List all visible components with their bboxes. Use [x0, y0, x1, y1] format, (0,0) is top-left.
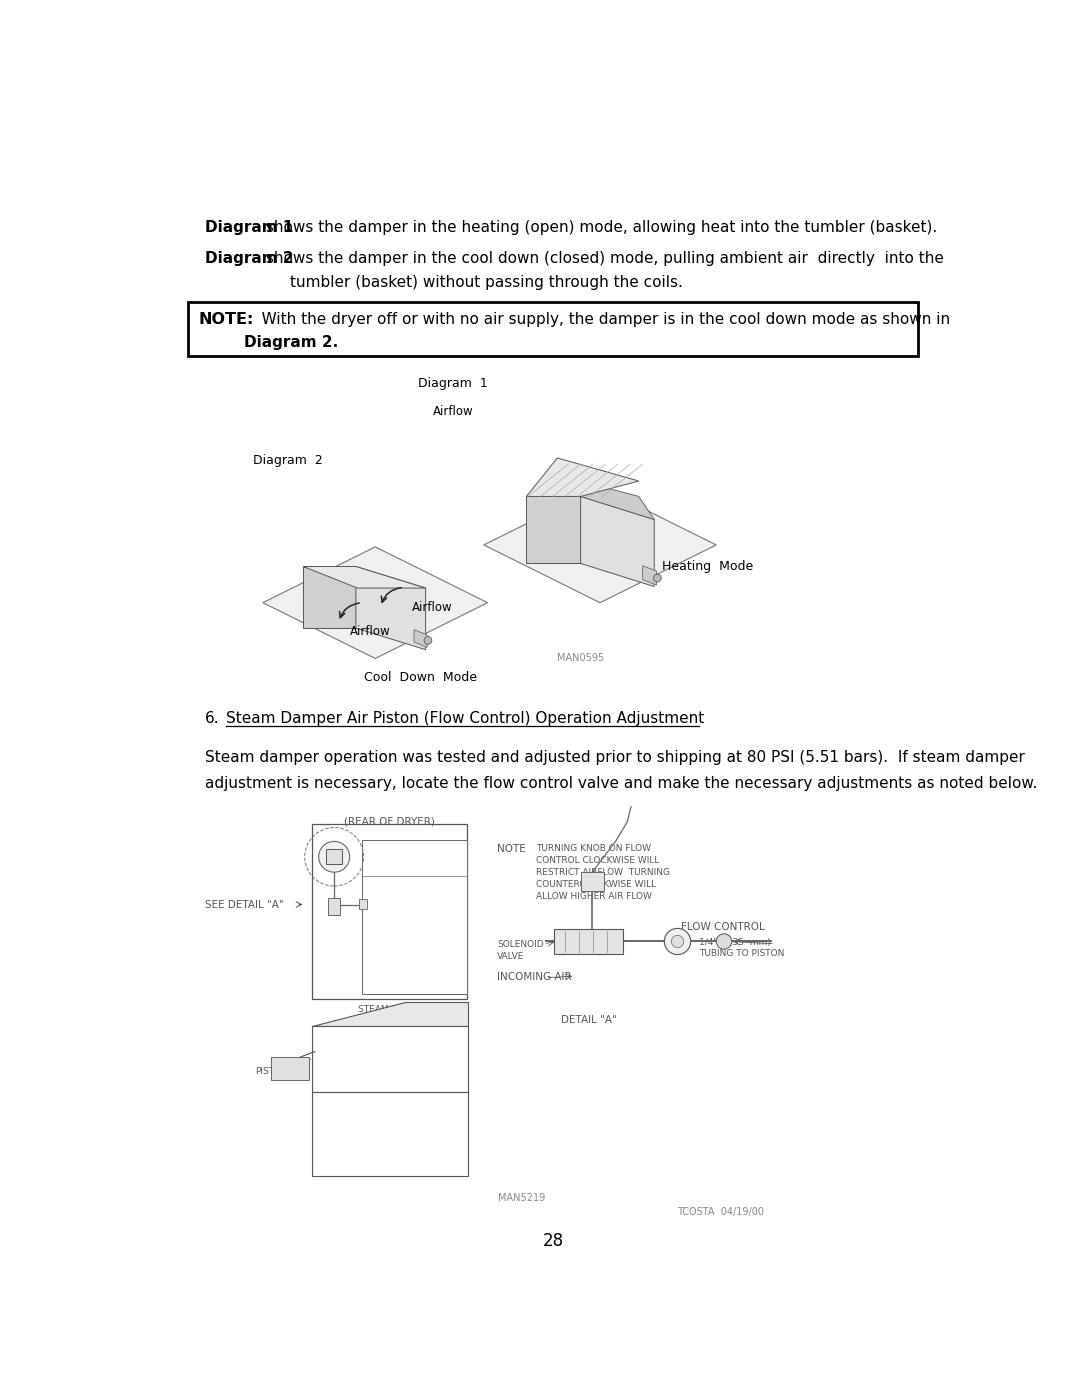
Polygon shape	[414, 630, 428, 647]
Bar	[359, 900, 367, 909]
FancyBboxPatch shape	[188, 302, 918, 355]
Text: Airflow: Airflow	[411, 601, 453, 615]
Bar	[312, 1091, 469, 1176]
Text: NOTE:: NOTE:	[199, 313, 254, 327]
Text: Cool  Down  Mode: Cool Down Mode	[364, 671, 476, 685]
Polygon shape	[581, 481, 654, 520]
Text: Diagram 2.: Diagram 2.	[243, 335, 338, 351]
Text: Diagram  2: Diagram 2	[253, 454, 323, 467]
Polygon shape	[643, 566, 657, 585]
Polygon shape	[484, 488, 716, 602]
Text: shows the damper in the heating (open) mode, allowing heat into the tumbler (bas: shows the damper in the heating (open) m…	[260, 219, 936, 235]
Text: STEAM DAMPER
(COOL DOWN MODE): STEAM DAMPER (COOL DOWN MODE)	[359, 1006, 453, 1027]
Polygon shape	[356, 567, 426, 650]
Circle shape	[424, 637, 432, 644]
Text: Diagram 2: Diagram 2	[205, 251, 294, 265]
Text: Steam damper operation was tested and adjusted prior to shipping at 80 PSI (5.51: Steam damper operation was tested and ad…	[205, 750, 1025, 764]
Text: Diagram 1: Diagram 1	[205, 219, 293, 235]
Bar	[581, 872, 604, 891]
Text: Airflow: Airflow	[433, 405, 474, 418]
Bar	[554, 929, 623, 954]
Text: MAN0595: MAN0595	[557, 652, 605, 662]
Text: Steam Damper Air Piston (Flow Control) Operation Adjustment: Steam Damper Air Piston (Flow Control) O…	[227, 711, 705, 726]
Text: Airflow: Airflow	[350, 624, 390, 638]
Text: adjustment is necessary, locate the flow control valve and make the necessary ad: adjustment is necessary, locate the flow…	[205, 775, 1037, 791]
Text: NOTE: NOTE	[497, 844, 526, 854]
Text: TURNING KNOB ON FLOW
CONTROL CLOCKWISE WILL
RESTRICT AIRFLOW  TURNING
COUNTERCLO: TURNING KNOB ON FLOW CONTROL CLOCKWISE W…	[536, 844, 670, 901]
Bar	[271, 1058, 309, 1080]
Circle shape	[672, 936, 684, 947]
Text: With the dryer off or with no air supply, the damper is in the cool down mode as: With the dryer off or with no air supply…	[246, 313, 949, 327]
Text: DETAIL "A": DETAIL "A"	[562, 1014, 617, 1024]
Polygon shape	[312, 1002, 469, 1027]
Circle shape	[664, 929, 691, 954]
Polygon shape	[262, 546, 488, 658]
Text: Heating  Mode: Heating Mode	[662, 560, 753, 573]
Text: SEE DETAIL "A": SEE DETAIL "A"	[205, 900, 283, 909]
Circle shape	[716, 933, 732, 949]
Text: shows the damper in the cool down (closed) mode, pulling ambient air  directly  : shows the damper in the cool down (close…	[260, 251, 944, 265]
Text: tumbler (basket) without passing through the coils.: tumbler (basket) without passing through…	[291, 275, 683, 291]
Bar	[362, 840, 468, 993]
Text: 1/4" (6.35  mm)
TUBING TO PISTON: 1/4" (6.35 mm) TUBING TO PISTON	[699, 937, 784, 958]
Polygon shape	[303, 567, 426, 588]
Bar	[312, 824, 468, 999]
Bar	[328, 898, 340, 915]
Text: (REAR OF DRYER): (REAR OF DRYER)	[343, 817, 434, 827]
Text: MAN5219: MAN5219	[498, 1193, 545, 1203]
Polygon shape	[526, 458, 638, 496]
Circle shape	[319, 841, 350, 872]
Polygon shape	[581, 496, 654, 587]
Circle shape	[653, 574, 661, 583]
Text: 6.: 6.	[205, 711, 219, 726]
Bar	[326, 849, 342, 865]
Polygon shape	[526, 496, 581, 563]
Text: Diagram  1: Diagram 1	[418, 377, 488, 390]
Text: FLOW CONTROL: FLOW CONTROL	[681, 922, 765, 932]
Bar	[312, 1027, 469, 1091]
Text: INCOMING AIR: INCOMING AIR	[497, 972, 571, 982]
Text: PISTON: PISTON	[255, 1067, 288, 1076]
Text: 28: 28	[543, 1232, 564, 1250]
Text: TCOSTA  04/19/00: TCOSTA 04/19/00	[677, 1207, 765, 1217]
Polygon shape	[303, 567, 356, 629]
Text: SOLENOID
VALVE: SOLENOID VALVE	[497, 940, 543, 961]
